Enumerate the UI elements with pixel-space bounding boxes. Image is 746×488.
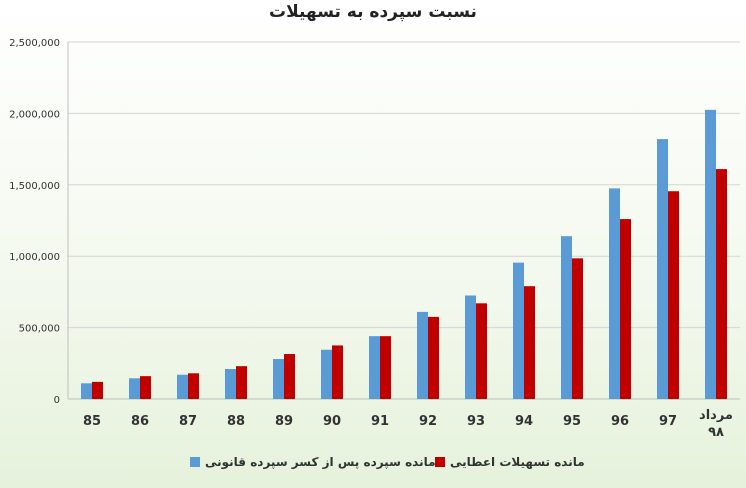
bar-series-2 <box>332 345 343 399</box>
y-tick-label: 2,500,000 <box>9 38 60 49</box>
bar-series-1 <box>657 139 668 399</box>
bar-series-2 <box>476 303 487 399</box>
bar-series-2 <box>428 316 439 399</box>
bar-series-1 <box>225 369 236 399</box>
bar-series-1 <box>81 383 92 399</box>
legend-label-2: مانده تسهیلات اعطایی <box>450 455 585 469</box>
bar-series-2 <box>668 191 679 399</box>
y-tick-label: 1,500,000 <box>9 181 60 192</box>
x-tick-label: 86 <box>131 414 149 429</box>
bar-series-1 <box>321 349 332 399</box>
x-tick-label-line: مرداد <box>699 408 733 423</box>
chart-title: نسبت سپرده به تسهیلات <box>269 2 477 22</box>
x-tick-label-line: ۹۸ <box>708 425 724 440</box>
x-tick-label: 97 <box>659 414 677 429</box>
bar-series-1 <box>417 311 428 399</box>
x-tick-label: 87 <box>179 414 197 429</box>
x-tick-label: مرداد ۹۸ <box>699 408 733 440</box>
bar-series-1 <box>561 236 572 399</box>
x-tick-label: 93 <box>467 414 485 429</box>
y-tick-label: 0 <box>54 395 60 406</box>
x-tick-label: 95 <box>563 414 581 429</box>
bar-series-1 <box>465 295 476 399</box>
bar-series-1 <box>513 262 524 399</box>
x-tick-label: 96 <box>611 414 629 429</box>
bar-series-2 <box>188 373 199 399</box>
y-tick-label: 2,000,000 <box>9 109 60 120</box>
x-tick-label: 85 <box>83 414 101 429</box>
bar-series-2 <box>92 381 103 399</box>
bar-series-2 <box>236 366 247 399</box>
bar-series-1 <box>369 336 380 399</box>
y-tick-label: 500,000 <box>19 324 60 335</box>
x-tick-label: 91 <box>371 414 389 429</box>
y-tick-label: 1,000,000 <box>9 252 60 263</box>
bar-series-2 <box>716 169 727 399</box>
bar-series-2 <box>140 376 151 399</box>
bar-series-2 <box>380 336 391 399</box>
bar-series-2 <box>524 286 535 399</box>
x-tick-label: 92 <box>419 414 437 429</box>
bar-series-1 <box>177 374 188 399</box>
legend-swatch-1 <box>190 457 200 467</box>
bar-series-2 <box>284 354 295 399</box>
x-tick-label: 88 <box>227 414 245 429</box>
x-tick-label: 94 <box>515 414 533 429</box>
bar-series-1 <box>273 359 284 399</box>
legend-swatch-2 <box>435 457 445 467</box>
bar-series-1 <box>705 109 716 399</box>
bar-series-1 <box>129 378 140 399</box>
x-tick-label: 90 <box>323 414 341 429</box>
x-tick-label: 89 <box>275 414 293 429</box>
bar-series-2 <box>572 258 583 399</box>
legend-label-1: مانده سپرده پس از کسر سپرده قانونی <box>205 455 436 470</box>
bar-series-1 <box>609 188 620 399</box>
bar-series-2 <box>620 219 631 399</box>
